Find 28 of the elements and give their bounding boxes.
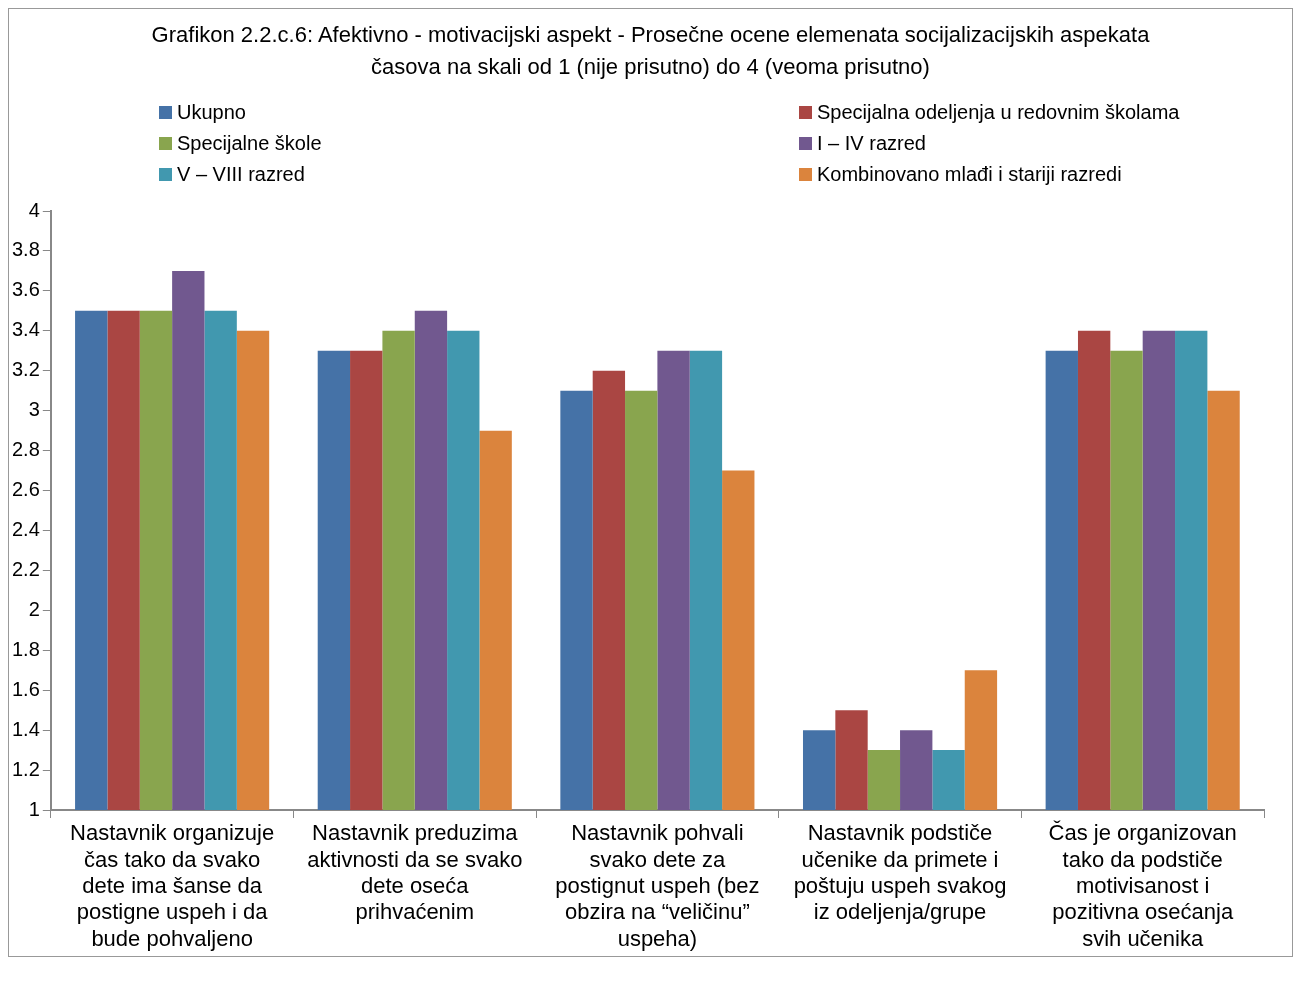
legend-label: V – VIII razred xyxy=(177,163,305,186)
legend-label: Ukupno xyxy=(177,101,246,124)
y-tick-label: 2.2 xyxy=(11,557,40,580)
x-tick-label: Čas je organizovan tako da podstiče motivisanost i pozitivna osećanja svih učenika xyxy=(1048,820,1237,951)
x-tick-label: Nastavnik podstiče učenike da primete i poštuju uspeh svakog iz odeljenja/grupe xyxy=(793,820,1007,925)
x-tick-label: Nastavnik preduzima aktivnosti da se svako dete oseća prihvaćenim xyxy=(307,820,523,925)
y-tick-label: 3.2 xyxy=(11,358,40,381)
legend-label: Specijalna odeljenja u redovnim školama xyxy=(817,101,1180,124)
y-tick-label: 1.2 xyxy=(11,757,40,780)
y-tick-label: 1.8 xyxy=(11,637,40,660)
y-tick-label: 4 xyxy=(28,198,40,221)
legend-label: Kombinovano mlađi i stariji razredi xyxy=(817,163,1122,186)
y-tick-label: 3.4 xyxy=(11,318,40,341)
y-tick-label: 3.8 xyxy=(11,238,40,261)
legend-label: Specijalne škole xyxy=(177,132,322,155)
y-tick-label: 3.6 xyxy=(11,278,40,301)
y-tick-label: 2.8 xyxy=(11,438,40,461)
y-tick-label: 1.4 xyxy=(11,717,40,740)
y-tick-label: 1.6 xyxy=(11,677,40,700)
legend-label: I – IV razred xyxy=(817,132,926,155)
y-tick-label: 1 xyxy=(28,797,40,820)
x-tick-label: Nastavnik organizuje čas tako da svako dete ima šanse da postigne uspeh i da bude pohvaljeno xyxy=(70,820,275,951)
chart-title: Grafikon 2.2.c.6: Afektivno - motivacijski aspekt - Prosečne ocene elemenata socijalizacijskih aspekata časova na skali od 1 (nije prisutno) do 4 (veoma prisutno) xyxy=(150,21,1151,81)
y-tick-label: 2 xyxy=(28,597,40,620)
y-tick-label: 2.4 xyxy=(11,517,40,540)
y-tick-label: 2.6 xyxy=(11,478,40,501)
y-tick-label: 3 xyxy=(28,398,40,421)
x-tick-label: Nastavnik pohvali svako dete za postignut uspeh (bez obzira na “veličinu” uspeha) xyxy=(555,820,760,951)
